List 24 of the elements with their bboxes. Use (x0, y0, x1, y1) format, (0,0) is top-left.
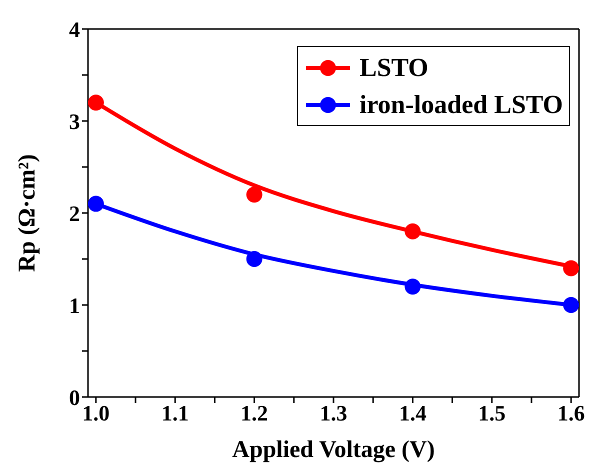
y-axis-title: Rp (Ω·cm²) (14, 154, 41, 272)
legend-label: LSTO (360, 52, 428, 82)
point (404, 278, 421, 295)
point (563, 297, 579, 313)
point (246, 186, 262, 203)
x-tick-label: 1.3 (320, 400, 348, 426)
point (404, 223, 421, 240)
point (246, 251, 262, 267)
y-tick-label: 2 (69, 200, 80, 226)
y-tick-label: 3 (69, 108, 80, 134)
x-tick-label: 1.4 (398, 400, 426, 426)
x-tick-label: 1.1 (161, 400, 189, 426)
y-tick-label: 1 (69, 292, 80, 318)
point (88, 196, 104, 212)
point (563, 260, 579, 276)
y-tick-label: 0 (69, 384, 80, 410)
x-tick-label: 1.0 (82, 400, 110, 426)
legend-label: iron-loaded LSTO (360, 90, 563, 120)
y-tick-label: 4 (69, 16, 80, 42)
x-tick-label: 1.5 (478, 400, 506, 426)
x-axis-title: Applied Voltage (V) (232, 437, 435, 463)
point (88, 94, 104, 111)
x-tick-label: 1.2 (240, 400, 268, 426)
x-tick-label: 1.6 (557, 400, 585, 426)
